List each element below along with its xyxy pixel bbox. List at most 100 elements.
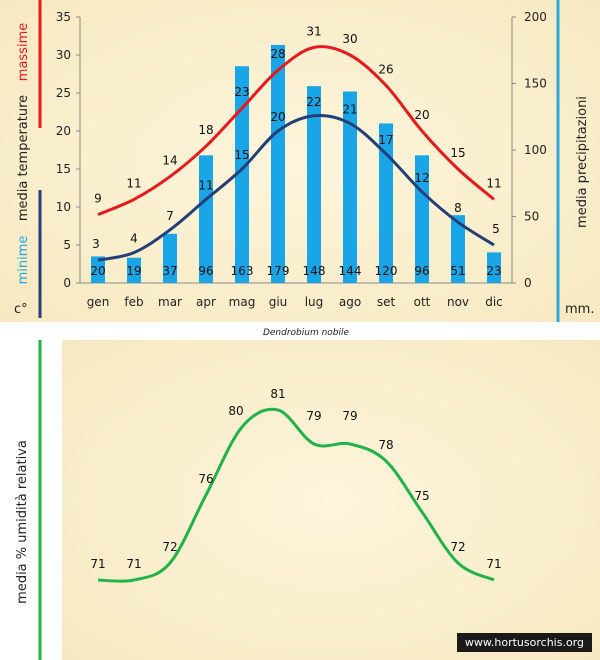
minime-data-label: 4 [130, 232, 138, 246]
precipitation-data-label: 163 [231, 264, 254, 278]
minime-data-label: 15 [234, 148, 249, 162]
x-tick-label: apr [196, 295, 216, 309]
minime-data-label: 8 [454, 201, 462, 215]
minime-line [97, 114, 495, 262]
species-subtitle: Dendrobium nobile [263, 328, 350, 338]
massime-data-label: 30 [342, 32, 357, 46]
precipitation-data-label: 148 [303, 264, 326, 278]
humidity-chart: media % umidità relativa 71 71 72 76 80 81 79 79… [15, 340, 502, 660]
precipitation-data-label: 120 [375, 264, 398, 278]
precipitation-bar [127, 257, 141, 283]
minime-data-label: 5 [492, 222, 500, 236]
humidity-data-label: 78 [378, 438, 393, 452]
precipitation-bar [235, 66, 249, 284]
minime-data-label: 21 [342, 102, 357, 116]
x-tick-label: lug [305, 295, 324, 309]
minime-data-label: 3 [92, 237, 100, 251]
x-tick-label: feb [124, 295, 143, 309]
x-tick-label: nov [447, 295, 469, 309]
humidity-data-label: 76 [198, 472, 213, 486]
precipitation-data-label: 20 [90, 264, 105, 278]
precipitation-axis-label: media precipitazioni [575, 96, 590, 228]
minime-label: minime [16, 236, 31, 285]
humidity-line [97, 407, 495, 583]
x-tick-label: mar [158, 295, 182, 309]
precipitation-data-label: 179 [267, 264, 290, 278]
precipitation-data-label: 96 [198, 264, 213, 278]
right-unit-label: mm. [565, 302, 594, 317]
left-tick-label: 15 [56, 162, 71, 176]
panel-bottom-background [62, 340, 600, 660]
precipitation-data-label: 23 [486, 264, 501, 278]
left-tick-label: 25 [56, 86, 71, 100]
right-tick-label: 200 [524, 10, 547, 24]
left-tick-label: 35 [56, 10, 71, 24]
humidity-data-label: 79 [306, 409, 321, 423]
temperature-axis-label: media temperature [16, 95, 31, 221]
left-unit-label: c° [14, 302, 28, 317]
minime-data-label: 20 [270, 110, 285, 124]
precipitation-data-label: 144 [339, 264, 362, 278]
precipitation-data-label: 51 [450, 264, 465, 278]
massime-data-label: 15 [450, 146, 465, 160]
x-tick-label: gen [87, 295, 110, 309]
humidity-data-label: 71 [126, 557, 141, 571]
minime-data-label: 11 [198, 178, 213, 192]
precipitation-bar [451, 215, 465, 283]
precipitation-bar [163, 233, 177, 283]
x-tick-label: set [377, 295, 396, 309]
massime-label: massime [16, 23, 31, 81]
right-tick-label: 0 [524, 276, 532, 290]
minime-data-label: 17 [378, 133, 393, 147]
minime-data-label: 7 [166, 209, 174, 223]
massime-data-label: 28 [270, 47, 285, 61]
massime-data-label: 23 [234, 85, 249, 99]
humidity-data-label: 79 [342, 409, 357, 423]
precipitation-data-label: 96 [414, 264, 429, 278]
massime-data-label: 11 [486, 176, 501, 190]
humidity-data-label: 75 [414, 489, 429, 503]
precipitation-bar [343, 91, 357, 283]
right-tick-label: 50 [524, 210, 539, 224]
massime-data-label: 9 [94, 192, 102, 206]
humidity-data-label: 72 [450, 540, 465, 554]
precipitation-data-label: 19 [126, 264, 141, 278]
precipitation-bar [91, 256, 105, 283]
humidity-axis-label: media % umidità relativa [15, 440, 30, 604]
massime-data-label: 14 [162, 154, 177, 168]
left-tick-label: 10 [56, 200, 71, 214]
precipitation-bar [307, 86, 321, 283]
humidity-data-label: 72 [162, 540, 177, 554]
x-tick-label: ago [339, 295, 361, 309]
humidity-data-label: 71 [90, 557, 105, 571]
massime-data-label: 20 [414, 108, 429, 122]
x-tick-label: dic [485, 295, 503, 309]
humidity-data-label: 81 [270, 387, 285, 401]
massime-data-label: 18 [198, 123, 213, 137]
left-tick-label: 0 [63, 276, 71, 290]
x-tick-label: giu [269, 295, 288, 309]
precipitation-bar [271, 44, 285, 284]
precipitation-bar [379, 123, 393, 284]
watermark: www.hortusorchis.org [456, 633, 592, 652]
precipitation-bar [199, 155, 213, 283]
x-tick-label: ott [414, 295, 431, 309]
minime-data-label: 12 [414, 171, 429, 185]
left-tick-label: 30 [56, 48, 71, 62]
right-tick-label: 100 [524, 143, 547, 157]
humidity-data-label: 80 [228, 404, 243, 418]
massime-data-label: 26 [378, 62, 393, 76]
humidity-data-label: 71 [486, 557, 501, 571]
massime-data-label: 31 [306, 24, 321, 38]
right-tick-label: 150 [524, 77, 547, 91]
left-tick-label: 5 [63, 238, 71, 252]
precipitation-data-label: 37 [162, 264, 177, 278]
minime-data-label: 22 [306, 95, 321, 109]
precipitation-bar [487, 252, 501, 283]
x-tick-label: mag [229, 295, 256, 309]
massime-line [97, 45, 495, 216]
massime-data-label: 11 [126, 176, 141, 190]
